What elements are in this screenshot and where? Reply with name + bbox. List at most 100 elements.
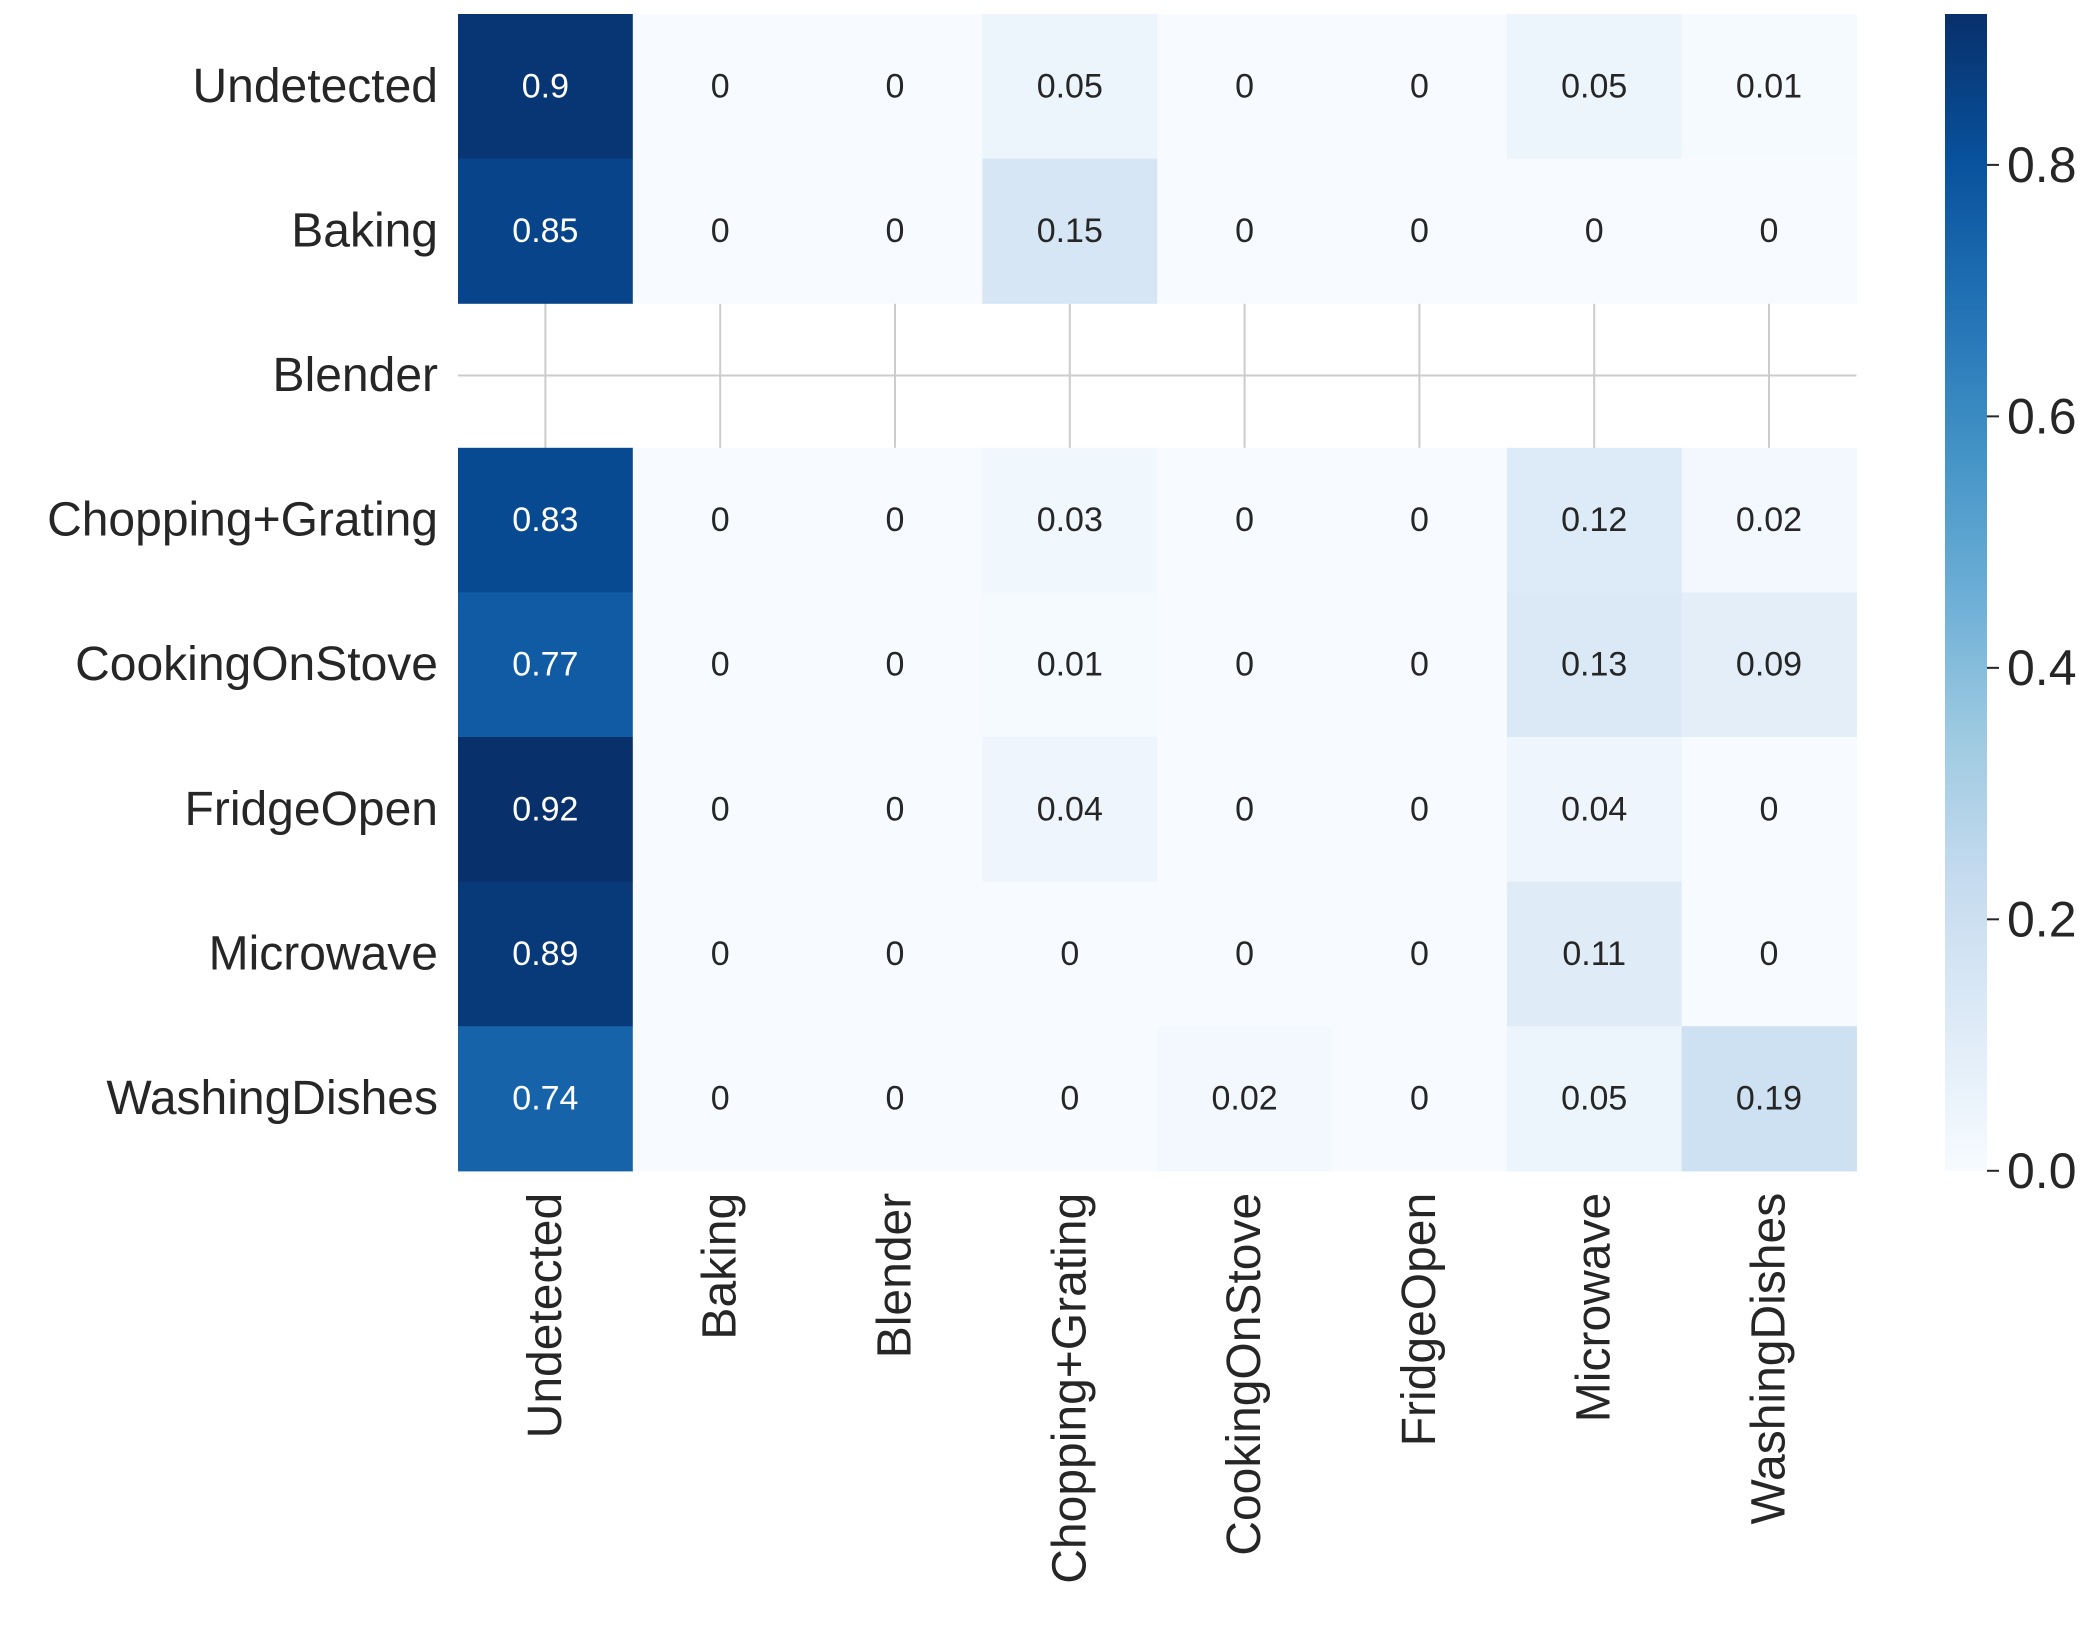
x-tick-label: Undetected	[519, 1193, 572, 1439]
heatmap-cell	[807, 14, 983, 160]
y-tick-label: Microwave	[209, 927, 438, 980]
cell-value-label: 0	[711, 1080, 730, 1118]
heatmap-cell	[807, 881, 983, 1027]
heatmap-cell	[458, 881, 634, 1027]
cell-value-label: 0.05	[1037, 67, 1103, 105]
heatmap-cell	[632, 592, 809, 738]
heatmap-cell	[807, 158, 983, 304]
cell-value-label: 0	[1235, 212, 1254, 250]
cell-value-label: 0	[1235, 67, 1254, 105]
cell-value-label: 0	[1060, 1080, 1079, 1118]
y-tick-label: FridgeOpen	[185, 783, 438, 836]
cell-value-label: 0	[711, 212, 730, 250]
cell-value-label: 0.9	[522, 67, 569, 105]
heatmap-cell	[632, 737, 809, 883]
cell-value-label: 0	[886, 67, 905, 105]
colorbar-tick-label: 0.6	[2007, 388, 2077, 444]
heatmap-cell	[1332, 158, 1508, 304]
cell-value-label: 0	[1235, 935, 1254, 973]
heatmap-cell	[982, 158, 1158, 304]
cell-value-label: 0	[711, 67, 730, 105]
heatmap-cell	[1681, 592, 1857, 738]
colorbar: 0.0 0.2 0.4 0.6 0.8	[1945, 14, 2077, 1199]
cell-value-label: 0	[711, 501, 730, 539]
y-tick-label: WashingDishes	[106, 1072, 438, 1125]
heatmap-cell	[1506, 158, 1683, 304]
heatmap-cell	[1157, 737, 1333, 883]
cell-value-label: 0	[1410, 212, 1429, 250]
heatmap-cell	[1681, 1026, 1857, 1172]
cell-value-label: 0	[1410, 501, 1429, 539]
heatmap-cell	[458, 14, 634, 160]
heatmap-cell	[807, 1026, 983, 1172]
cell-value-label: 0	[1760, 790, 1779, 828]
x-tick-label: Baking	[694, 1193, 747, 1340]
x-axis-tick-labels: Undetected Baking Blender Chopping+Grating C…	[519, 1193, 1796, 1584]
heatmap-cell	[1681, 447, 1857, 593]
cell-value-label: 0	[1410, 790, 1429, 828]
heatmap-cell	[807, 447, 983, 593]
x-tick-label: Microwave	[1568, 1193, 1621, 1422]
cell-value-label: 0	[1585, 212, 1604, 250]
heatmap-cell	[1157, 14, 1333, 160]
cell-value-label: 0	[1410, 67, 1429, 105]
heatmap-cell	[1681, 881, 1857, 1027]
heatmap-cell	[632, 1026, 809, 1172]
heatmap-cell	[1506, 447, 1683, 593]
cell-value-label: 0	[886, 501, 905, 539]
heatmap-cell	[982, 881, 1158, 1027]
cell-value-label: 0	[886, 1080, 905, 1118]
y-tick-label: Baking	[291, 204, 438, 257]
cell-value-label: 0.03	[1037, 501, 1103, 539]
cell-value-label: 0	[711, 790, 730, 828]
cell-value-label: 0.15	[1037, 212, 1103, 250]
heatmap-cell	[982, 447, 1158, 593]
y-tick-label: Chopping+Grating	[47, 494, 438, 547]
heatmap-cell	[1332, 14, 1508, 160]
colorbar-gradient	[1945, 14, 1987, 1171]
cell-value-label: 0.89	[512, 935, 578, 973]
cell-value-label: 0.02	[1736, 501, 1802, 539]
heatmap-cell	[1157, 447, 1333, 593]
cell-value-label: 0.05	[1561, 67, 1627, 105]
cell-value-label: 0.05	[1561, 1080, 1627, 1118]
x-tick-label: Chopping+Grating	[1043, 1193, 1096, 1584]
heatmap-cell	[458, 158, 634, 304]
y-tick-label: Undetected	[192, 60, 438, 113]
colorbar-tick-label: 0.2	[2007, 891, 2077, 947]
heatmap-cell	[1332, 592, 1508, 738]
heatmap-cell	[1332, 447, 1508, 593]
heatmap-cell	[1506, 14, 1683, 160]
heatmap-cell	[982, 14, 1158, 160]
cell-value-label: 0	[1410, 935, 1429, 973]
heatmap-cell	[1157, 592, 1333, 738]
cell-value-label: 0.02	[1212, 1080, 1278, 1118]
heatmap-cell	[458, 592, 634, 738]
heatmap-cell	[982, 592, 1158, 738]
heatmap-cells	[458, 14, 1857, 1172]
heatmap-cell	[1681, 14, 1857, 160]
heatmap-cell	[1157, 1026, 1333, 1172]
heatmap-cell	[632, 447, 809, 593]
colorbar-tick-label: 0.8	[2007, 137, 2077, 193]
x-tick-label: WashingDishes	[1743, 1193, 1796, 1525]
cell-value-label: 0	[1760, 212, 1779, 250]
cell-value-labels: 0.9 0 0 0.05 0 0 0.05 0.01 0.85 0 0 0.15 0 0 0 0 0.83 0 0 0…	[512, 67, 1802, 1117]
cell-value-label: 0.11	[1562, 935, 1626, 973]
cell-value-label: 0.04	[1561, 790, 1627, 828]
cell-value-label: 0	[1235, 646, 1254, 684]
heatmap-cell	[982, 737, 1158, 883]
colorbar-tick-label: 0.0	[2007, 1143, 2077, 1199]
cell-value-label: 0	[886, 790, 905, 828]
heatmap-cell	[1332, 1026, 1508, 1172]
heatmap-cell	[632, 881, 809, 1027]
cell-value-label: 0.77	[512, 646, 578, 684]
heatmap-cell	[1332, 737, 1508, 883]
cell-value-label: 0.19	[1736, 1080, 1802, 1118]
cell-value-label: 0	[1235, 790, 1254, 828]
cell-value-label: 0.01	[1736, 67, 1802, 105]
cell-value-label: 0	[1235, 501, 1254, 539]
heatmap-cell	[1506, 737, 1683, 883]
heatmap-cell	[632, 158, 809, 304]
